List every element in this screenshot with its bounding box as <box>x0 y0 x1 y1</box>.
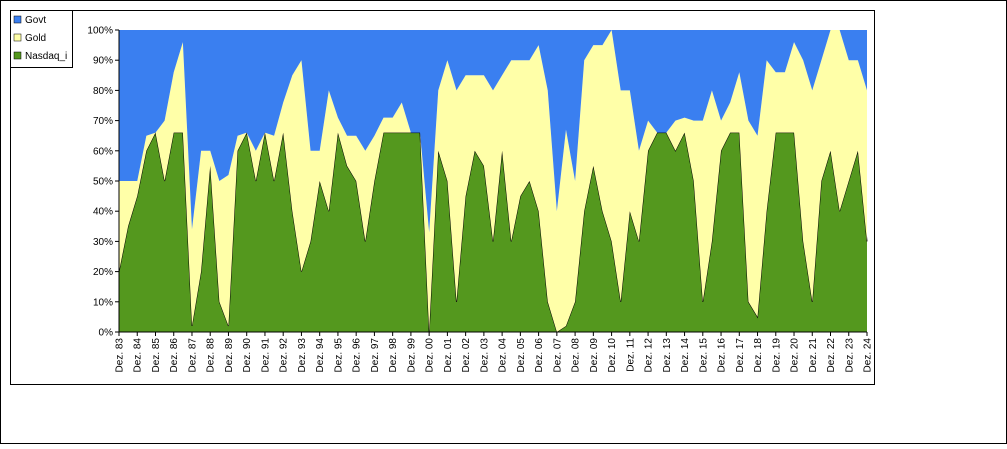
x-tick-label: Dez. 93 <box>297 338 308 373</box>
y-tick-label: 80% <box>93 86 113 97</box>
legend-swatch <box>13 33 22 42</box>
x-tick-label: Dez. 09 <box>589 338 600 373</box>
y-tick-label: 10% <box>93 297 113 308</box>
x-tick-label: Dez. 95 <box>333 338 344 373</box>
x-tick-label: Dez. 08 <box>571 338 582 373</box>
x-tick-label: Dez. 99 <box>406 338 417 373</box>
legend-label: Nasdaq_i <box>25 51 67 62</box>
plot-area <box>118 30 868 333</box>
legend-label: Gold <box>25 33 46 44</box>
x-tick-label: Dez. 94 <box>315 338 326 373</box>
x-tick-label: Dez. 92 <box>279 338 290 373</box>
y-tick-label: 0% <box>99 328 114 339</box>
x-tick-label: Dez. 96 <box>352 338 363 373</box>
x-tick-label: Dez. 88 <box>206 338 217 373</box>
y-tick-label: 100% <box>87 26 113 37</box>
y-tick-label: 60% <box>93 146 113 157</box>
area <box>119 30 867 332</box>
x-tick-label: Dez. 87 <box>187 338 198 373</box>
x-tick-label: Dez. 19 <box>771 338 782 373</box>
x-tick-label: Dez. 16 <box>717 338 728 373</box>
x-tick-label: Dez. 10 <box>607 338 618 373</box>
x-tick-label: Dez. 97 <box>370 338 381 373</box>
x-tick-label: Dez. 21 <box>808 338 819 373</box>
legend-swatch <box>13 51 22 60</box>
y-tick-label: 30% <box>93 237 113 248</box>
x-tick-label: Dez. 23 <box>844 338 855 373</box>
x-tick-label: Dez. 22 <box>826 338 837 373</box>
x-tick-label: Dez. 11 <box>625 338 636 372</box>
x-tick-label: Dez. 20 <box>790 338 801 373</box>
x-tick-label: Dez. 00 <box>425 338 436 373</box>
x-tick-label: Dez. 15 <box>698 338 709 373</box>
x-tick-label: Dez. 90 <box>242 338 253 373</box>
x-tick-label: Dez. 07 <box>552 338 563 373</box>
x-tick-label: Dez. 14 <box>680 338 691 373</box>
x-tick-label: Dez. 86 <box>169 338 180 373</box>
x-tick-label: Dez. 17 <box>735 338 746 373</box>
y-tick-label: 20% <box>93 267 113 278</box>
y-tick-label: 50% <box>93 177 113 188</box>
x-tick-label: Dez. 83 <box>115 338 126 373</box>
legend-swatch <box>13 15 22 24</box>
x-tick-label: Dez. 89 <box>224 338 235 373</box>
x-tick-label: Dez. 04 <box>498 338 509 373</box>
y-tick-label: 40% <box>93 207 113 218</box>
legend-label: Govt <box>25 15 46 26</box>
x-tick-label: Dez. 03 <box>479 338 490 373</box>
y-tick-label: 90% <box>93 56 113 67</box>
x-tick-label: Dez. 06 <box>534 338 545 373</box>
x-tick-label: Dez. 12 <box>644 338 655 373</box>
x-tick-label: Dez. 01 <box>443 338 454 373</box>
x-tick-label: Dez. 85 <box>151 338 162 373</box>
area <box>119 30 867 233</box>
area <box>119 132 867 332</box>
x-tick-label: Dez. 91 <box>260 338 271 373</box>
x-tick-label: Dez. 84 <box>133 338 144 373</box>
x-tick-label: Dez. 05 <box>516 338 527 373</box>
x-tick-label: Dez. 13 <box>662 338 673 373</box>
x-tick-label: Dez. 24 <box>863 338 874 373</box>
x-tick-label: Dez. 02 <box>461 338 472 373</box>
x-tick-label: Dez. 98 <box>388 338 399 373</box>
x-tick-label: Dez. 18 <box>753 338 764 373</box>
y-tick-label: 70% <box>93 116 113 127</box>
